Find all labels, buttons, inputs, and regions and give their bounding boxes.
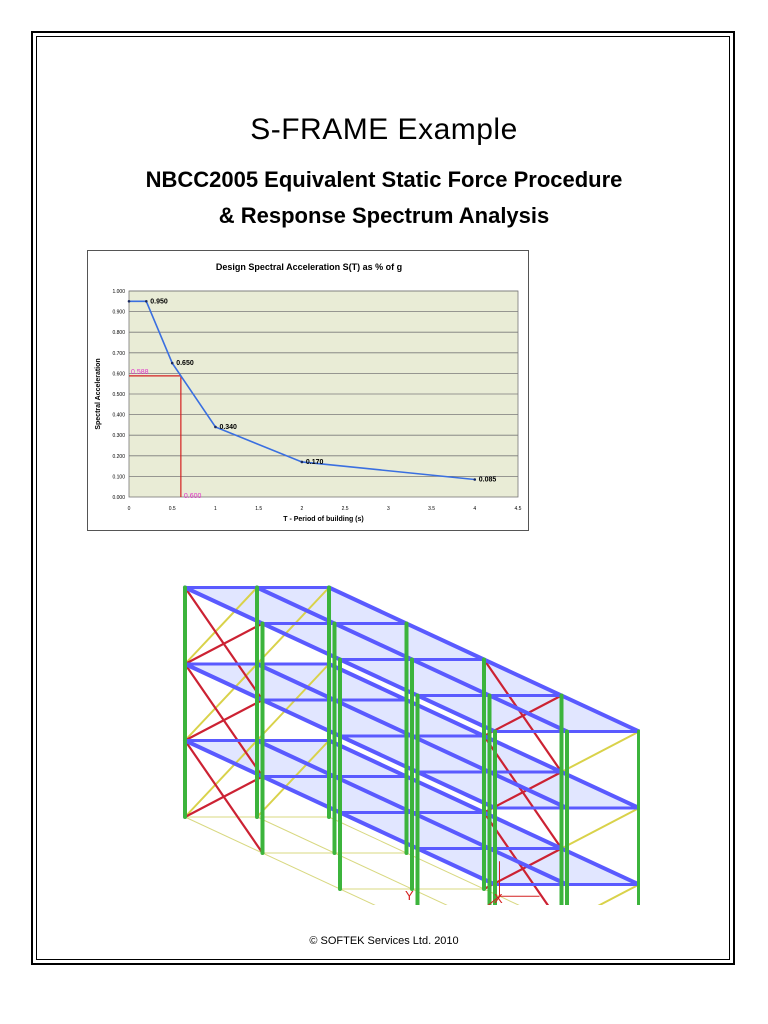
x-tick-label: 1.5 [255,506,262,512]
x-tick-label: 0.5 [169,506,176,512]
data-label: 0.170 [306,459,324,466]
page-title: S-FRAME Example [250,113,518,146]
brace [256,739,330,818]
y-tick-label: 0.500 [112,392,125,398]
y-tick-label: 0.600 [112,371,125,377]
page-border-outer [31,31,735,965]
reference-y-label: 0.588 [131,369,149,376]
brace [184,739,258,818]
structural-model-3d: Y X [183,585,640,905]
reference-x-label: 0.600 [184,493,202,500]
data-point [214,425,217,429]
x-tick-label: 1 [214,506,217,512]
x-tick-label: 4 [473,506,476,512]
brace [256,663,330,742]
brace [184,586,258,665]
x-tick-label: 4.5 [515,506,522,512]
data-label: 0.950 [150,298,168,305]
page-subtitle-1: NBCC2005 Equivalent Static Force Procedu… [145,167,623,192]
brace [560,730,640,773]
data-point [144,300,148,303]
y-tick-label: 0.300 [112,433,125,439]
data-label: 0.340 [219,424,237,431]
x-axis-label: T - Period of building (s) [283,516,364,523]
brace [256,586,330,665]
y-tick-label: 0.700 [112,351,125,357]
y-tick-label: 0.800 [112,330,125,336]
brace [560,807,640,850]
spectrum-chart: Design Spectral Acceleration S(T) as % o… [87,250,529,531]
data-point [127,300,131,303]
data-label: 0.650 [176,360,194,367]
x-tick-label: 2 [300,506,303,512]
data-point [300,460,304,464]
axis-label-x: X [494,891,503,905]
data-label: 0.085 [479,476,497,483]
y-tick-label: 0.200 [112,454,125,460]
y-axis-label: Spectral Acceleration [95,358,102,429]
brace-red [482,658,563,774]
y-tick-label: 0.900 [112,310,125,316]
series-line [129,300,475,481]
data-point [473,478,477,481]
brace-red [183,739,264,855]
y-tick-label: 0.000 [112,495,125,501]
y-tick-label: 0.400 [112,413,125,419]
x-tick-label: 2.5 [342,506,349,512]
chart-title: Design Spectral Acceleration S(T) as % o… [216,262,402,272]
brace-red [183,586,264,702]
data-point [170,361,174,365]
y-tick-label: 0.100 [112,474,125,480]
x-tick-label: 3.5 [428,506,435,512]
brace-red [183,662,264,778]
copyright-text: © SOFTEK Services Ltd. 2010 [309,935,459,947]
brace [597,883,640,905]
x-tick-label: 0 [128,506,131,512]
page-border-inner [36,36,730,960]
axis-label-y: Y [405,888,414,903]
page-subtitle-2: & Response Spectrum Analysis [218,203,550,228]
spectrum-chart-svg: Design Spectral Acceleration S(T) as % o… [95,262,522,523]
y-tick-label: 1.000 [112,289,125,295]
axis-y-line [487,895,500,905]
brace [184,663,258,742]
x-tick-label: 3 [387,506,390,512]
